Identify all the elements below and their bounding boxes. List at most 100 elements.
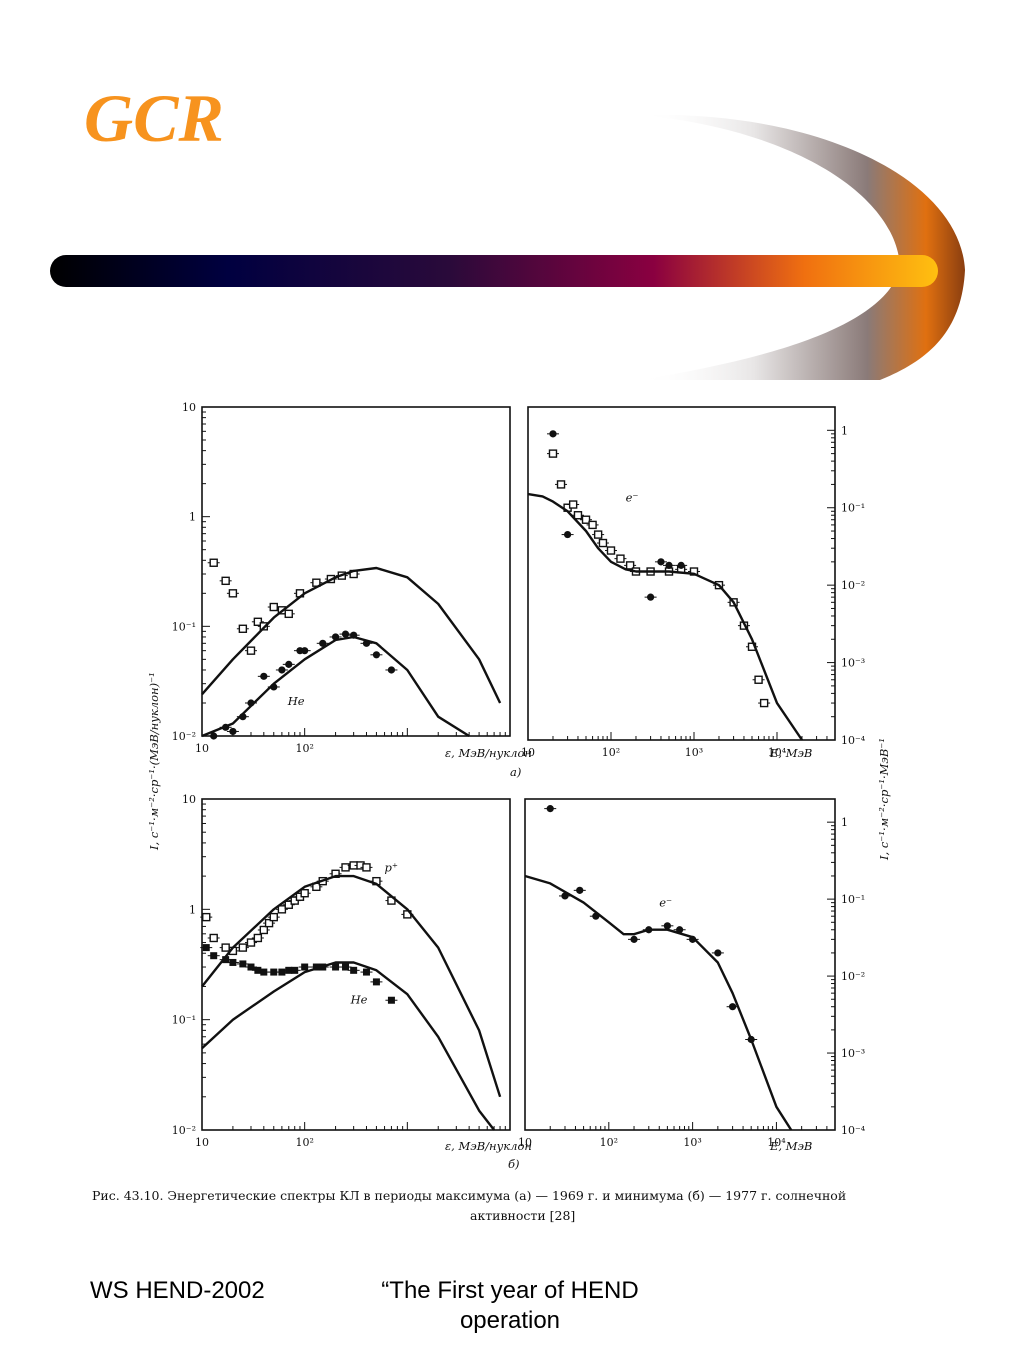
y-tick-label: 10⁻² (172, 1124, 196, 1137)
y-tick-label: 10⁻² (172, 730, 196, 743)
data-point (341, 630, 350, 638)
x-tick-label: 10 (195, 1136, 209, 1149)
plot-frame (524, 798, 836, 1131)
y-tick-label: 10⁻² (841, 579, 865, 592)
data-point (254, 966, 262, 974)
data-point (229, 727, 237, 736)
series-label: e⁻ (659, 896, 672, 910)
y-tick-label: 10⁻⁴ (841, 1124, 866, 1137)
data-point (362, 968, 370, 976)
x-tick-label: 10³ (683, 1136, 701, 1149)
data-point (269, 602, 278, 612)
x-tick-label: 10³ (685, 746, 703, 759)
data-point (202, 912, 211, 922)
data-point (630, 935, 638, 943)
data-point (221, 576, 230, 586)
data-point (593, 530, 603, 539)
data-point (301, 647, 309, 655)
y-tick-label: 1 (189, 903, 196, 916)
data-point (714, 949, 722, 957)
data-point (319, 639, 327, 647)
y-tick-label: 10⁻⁴ (841, 734, 866, 747)
slide-title: GCR (84, 80, 224, 156)
data-point (646, 593, 655, 601)
data-point (588, 520, 597, 530)
footer-center: “The First year of HEND operation (381, 1277, 639, 1334)
x-tick-label: 10² (602, 746, 620, 759)
data-point (238, 943, 248, 952)
data-point (238, 624, 248, 633)
ylabel-left: I, с⁻¹·м⁻²·ср⁻¹·(МэВ/нуклон)⁻¹ (147, 672, 161, 851)
y-tick-label: 1 (189, 511, 196, 524)
data-point (676, 926, 684, 934)
data-point (576, 886, 584, 894)
data-point (285, 660, 293, 668)
figure-caption-line2: активности [28] (470, 1208, 575, 1223)
data-point (210, 952, 218, 960)
fit-curve (524, 874, 793, 1131)
y-tick-label: 10⁻² (841, 970, 865, 983)
x-tick-label: 10 (518, 1136, 532, 1149)
plot-frame (201, 406, 511, 737)
data-point (372, 978, 380, 986)
data-point (665, 561, 673, 569)
series-label: e⁻ (626, 491, 639, 505)
series-label: He (350, 993, 368, 1007)
data-point (657, 558, 665, 566)
data-point (759, 698, 769, 708)
data-point (209, 558, 218, 567)
data-point (247, 963, 255, 971)
y-tick-label: 10⁻³ (841, 1047, 865, 1060)
data-point (300, 889, 309, 898)
data-point (341, 863, 350, 872)
y-tick-label: 10 (182, 793, 196, 806)
footer-left: WS HEND-2002 (90, 1277, 265, 1304)
data-point (260, 672, 268, 680)
data-point (546, 805, 554, 813)
y-tick-label: 10⁻³ (841, 657, 865, 670)
data-point (548, 449, 558, 458)
gradient-bar (50, 255, 938, 287)
x-tick-label: 10⁴ (768, 746, 787, 759)
y-tick-label: 1 (841, 424, 848, 437)
x-tick-label: 10 (521, 746, 535, 759)
data-point (563, 530, 572, 539)
data-point (253, 933, 263, 943)
data-point (259, 925, 269, 935)
label-a: а) (510, 765, 521, 779)
panel-a-right: 1 10⁻¹ 10⁻² 10⁻³ 10⁻⁴ 10 10² 10³ 10⁴ e⁻ (521, 406, 866, 759)
data-point (350, 966, 358, 974)
label-b: б) (508, 1157, 520, 1171)
xlabel-b-left: ε, МэВ/нуклон (445, 1139, 532, 1153)
data-point (210, 732, 218, 740)
plot-frame (201, 798, 511, 1131)
fit-curve (201, 961, 496, 1131)
xlabel-a-left: ε, МэВ/нуклон (445, 746, 532, 760)
data-point (209, 933, 218, 943)
data-point (253, 617, 263, 626)
ylabel-right: I, с⁻¹·м⁻²·ср⁻¹·МэВ⁻¹ (877, 738, 891, 861)
y-tick-label: 10⁻¹ (841, 893, 865, 906)
y-tick-label: 10⁻¹ (172, 1014, 196, 1027)
data-point (606, 546, 616, 555)
data-point (573, 511, 583, 520)
data-point (372, 651, 381, 659)
data-point (754, 675, 763, 684)
x-tick-label: 10 (195, 742, 209, 755)
xlabel-b-right: E, МэВ (769, 1139, 812, 1153)
data-point (246, 646, 256, 655)
data-point (202, 944, 210, 952)
y-tick-label: 1 (841, 816, 848, 829)
data-point (278, 968, 286, 976)
y-tick-label: 10⁻¹ (841, 502, 865, 515)
data-point (284, 609, 293, 619)
data-point (556, 480, 566, 489)
data-point (264, 918, 274, 928)
data-point (222, 956, 230, 964)
data-point (269, 912, 278, 922)
series-label: He (287, 694, 305, 708)
data-point (239, 960, 247, 968)
data-point (270, 968, 278, 976)
